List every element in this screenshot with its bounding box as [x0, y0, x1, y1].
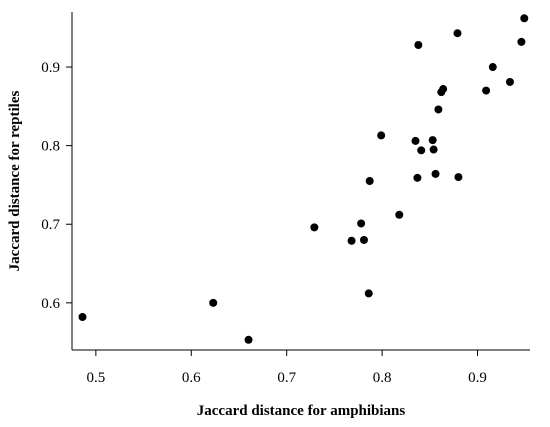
y-tick-label: 0.7	[41, 217, 60, 233]
data-point	[78, 312, 87, 321]
y-tick-label: 0.8	[41, 139, 60, 155]
data-point	[244, 335, 253, 344]
data-point	[413, 173, 422, 182]
data-point	[431, 169, 440, 178]
data-point	[310, 223, 319, 232]
data-point	[488, 63, 497, 72]
y-tick-label: 0.9	[41, 60, 60, 76]
data-point	[365, 177, 374, 185]
data-points	[78, 14, 529, 344]
data-point	[453, 29, 462, 38]
x-tick-label: 0.7	[277, 370, 296, 386]
data-point	[359, 235, 368, 244]
y-tick-label: 0.6	[41, 296, 60, 312]
data-point	[429, 145, 438, 154]
data-point	[434, 105, 443, 114]
data-point	[417, 146, 426, 155]
y-axis-label: Jaccard distance for reptiles	[7, 91, 23, 272]
data-point	[520, 14, 529, 23]
axes	[71, 12, 530, 351]
y-ticks: 0.6 0.7 0.8 0.9	[41, 60, 72, 312]
data-point	[395, 210, 404, 219]
data-point	[439, 85, 448, 94]
data-point	[209, 298, 218, 307]
x-axis-label: Jaccard distance for amphibians	[197, 403, 406, 419]
data-point	[414, 41, 423, 50]
data-point	[428, 136, 437, 145]
data-point	[377, 131, 386, 140]
x-tick-label: 0.8	[373, 370, 392, 386]
data-point	[505, 77, 514, 86]
data-point	[517, 37, 526, 46]
x-ticks: 0.5 0.6 0.7 0.8 0.9	[86, 350, 487, 386]
data-point	[347, 236, 356, 245]
x-tick-label: 0.9	[468, 370, 487, 386]
data-point	[454, 173, 463, 182]
data-point	[482, 86, 491, 95]
x-tick-label: 0.6	[182, 370, 201, 386]
data-point	[357, 219, 366, 228]
data-point	[411, 136, 420, 145]
data-point	[364, 289, 373, 298]
x-tick-label: 0.5	[86, 370, 105, 386]
